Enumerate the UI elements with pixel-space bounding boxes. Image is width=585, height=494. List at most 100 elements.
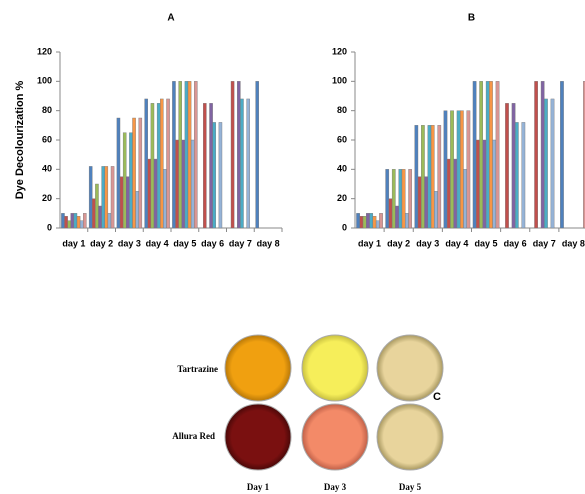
y-tick-label: 20 xyxy=(42,193,52,203)
dish xyxy=(224,334,292,402)
bar xyxy=(492,139,497,229)
bar xyxy=(388,198,393,229)
y-tick-label: 60 xyxy=(337,134,347,144)
bar xyxy=(405,213,409,229)
bar xyxy=(83,213,87,229)
bar xyxy=(430,125,435,229)
x-tick-label: day 6 xyxy=(504,238,527,248)
bar xyxy=(521,122,526,229)
y-tick-label: 120 xyxy=(37,46,52,56)
bar xyxy=(505,103,509,229)
bar xyxy=(417,176,422,229)
y-axis-label: Dye Decolourization % xyxy=(14,80,26,199)
y-tick-label: 0 xyxy=(47,222,52,232)
dish xyxy=(376,334,444,402)
chart-title: B xyxy=(468,13,475,24)
row-label: Allura Red xyxy=(172,431,215,441)
x-tick-label: day 3 xyxy=(416,238,439,248)
bar xyxy=(138,117,143,229)
bar xyxy=(147,158,152,229)
bar xyxy=(511,103,516,229)
bar xyxy=(160,98,164,229)
bar xyxy=(67,220,71,229)
bar xyxy=(414,125,419,229)
bar xyxy=(178,81,182,229)
chart-title: A xyxy=(167,13,174,24)
row-label: Tartrazine xyxy=(177,364,218,374)
bar xyxy=(166,98,170,229)
x-tick-label: day 1 xyxy=(62,238,85,248)
bar xyxy=(119,176,124,229)
bar xyxy=(427,125,432,229)
bar xyxy=(104,166,109,229)
bar xyxy=(212,122,216,229)
bar xyxy=(560,81,564,229)
bar xyxy=(76,216,81,229)
bar xyxy=(456,110,461,229)
bar xyxy=(101,166,105,229)
bar xyxy=(472,81,477,229)
bar xyxy=(453,158,458,229)
bar xyxy=(153,158,158,229)
y-tick-label: 80 xyxy=(42,105,52,115)
y-tick-label: 60 xyxy=(42,134,52,144)
x-tick-label: day 7 xyxy=(229,238,252,248)
y-tick-label: 120 xyxy=(332,46,347,56)
bar xyxy=(534,81,538,229)
y-tick-label: 0 xyxy=(342,222,347,232)
bar xyxy=(116,117,121,229)
dish xyxy=(301,334,369,402)
bar xyxy=(135,191,139,229)
x-tick-label: day 7 xyxy=(533,238,556,248)
bar xyxy=(421,125,425,229)
bar xyxy=(362,216,367,229)
x-tick-label: day 8 xyxy=(257,238,280,248)
bar xyxy=(395,205,399,229)
bar xyxy=(408,169,412,229)
bar xyxy=(61,213,65,229)
bar xyxy=(175,139,179,229)
bar xyxy=(359,216,364,229)
bar xyxy=(156,103,161,229)
bar xyxy=(70,213,75,229)
x-tick-label: day 5 xyxy=(475,238,498,248)
y-tick-label: 40 xyxy=(337,164,347,174)
bar xyxy=(181,139,186,229)
x-tick-label: day 6 xyxy=(201,238,224,248)
bar xyxy=(129,132,133,229)
bar xyxy=(366,213,370,229)
x-tick-label: day 3 xyxy=(118,238,141,248)
bar xyxy=(424,176,429,229)
bar xyxy=(98,205,102,229)
bar xyxy=(144,98,148,229)
bar xyxy=(122,132,127,229)
bar xyxy=(485,81,490,229)
bar xyxy=(255,81,259,229)
bar xyxy=(495,81,500,229)
x-tick-label: day 1 xyxy=(358,238,381,248)
column-label: Day 3 xyxy=(324,482,347,492)
bar xyxy=(88,166,93,229)
bar xyxy=(463,169,467,229)
y-tick-label: 100 xyxy=(332,76,347,86)
bar xyxy=(385,169,390,229)
y-tick-label: 80 xyxy=(337,105,347,115)
dish xyxy=(376,403,444,471)
bar xyxy=(246,98,250,229)
bar xyxy=(194,81,198,229)
bar xyxy=(132,117,136,229)
bar xyxy=(460,110,464,229)
bar xyxy=(540,81,545,229)
bar xyxy=(73,213,78,229)
bar xyxy=(398,169,403,229)
bar xyxy=(446,158,451,229)
bar xyxy=(379,213,383,229)
x-tick-label: day 5 xyxy=(173,238,196,248)
bar xyxy=(356,213,360,229)
bar xyxy=(203,103,207,229)
bar xyxy=(476,139,480,229)
bar xyxy=(550,98,555,229)
bar xyxy=(184,81,189,229)
bar xyxy=(95,183,99,229)
